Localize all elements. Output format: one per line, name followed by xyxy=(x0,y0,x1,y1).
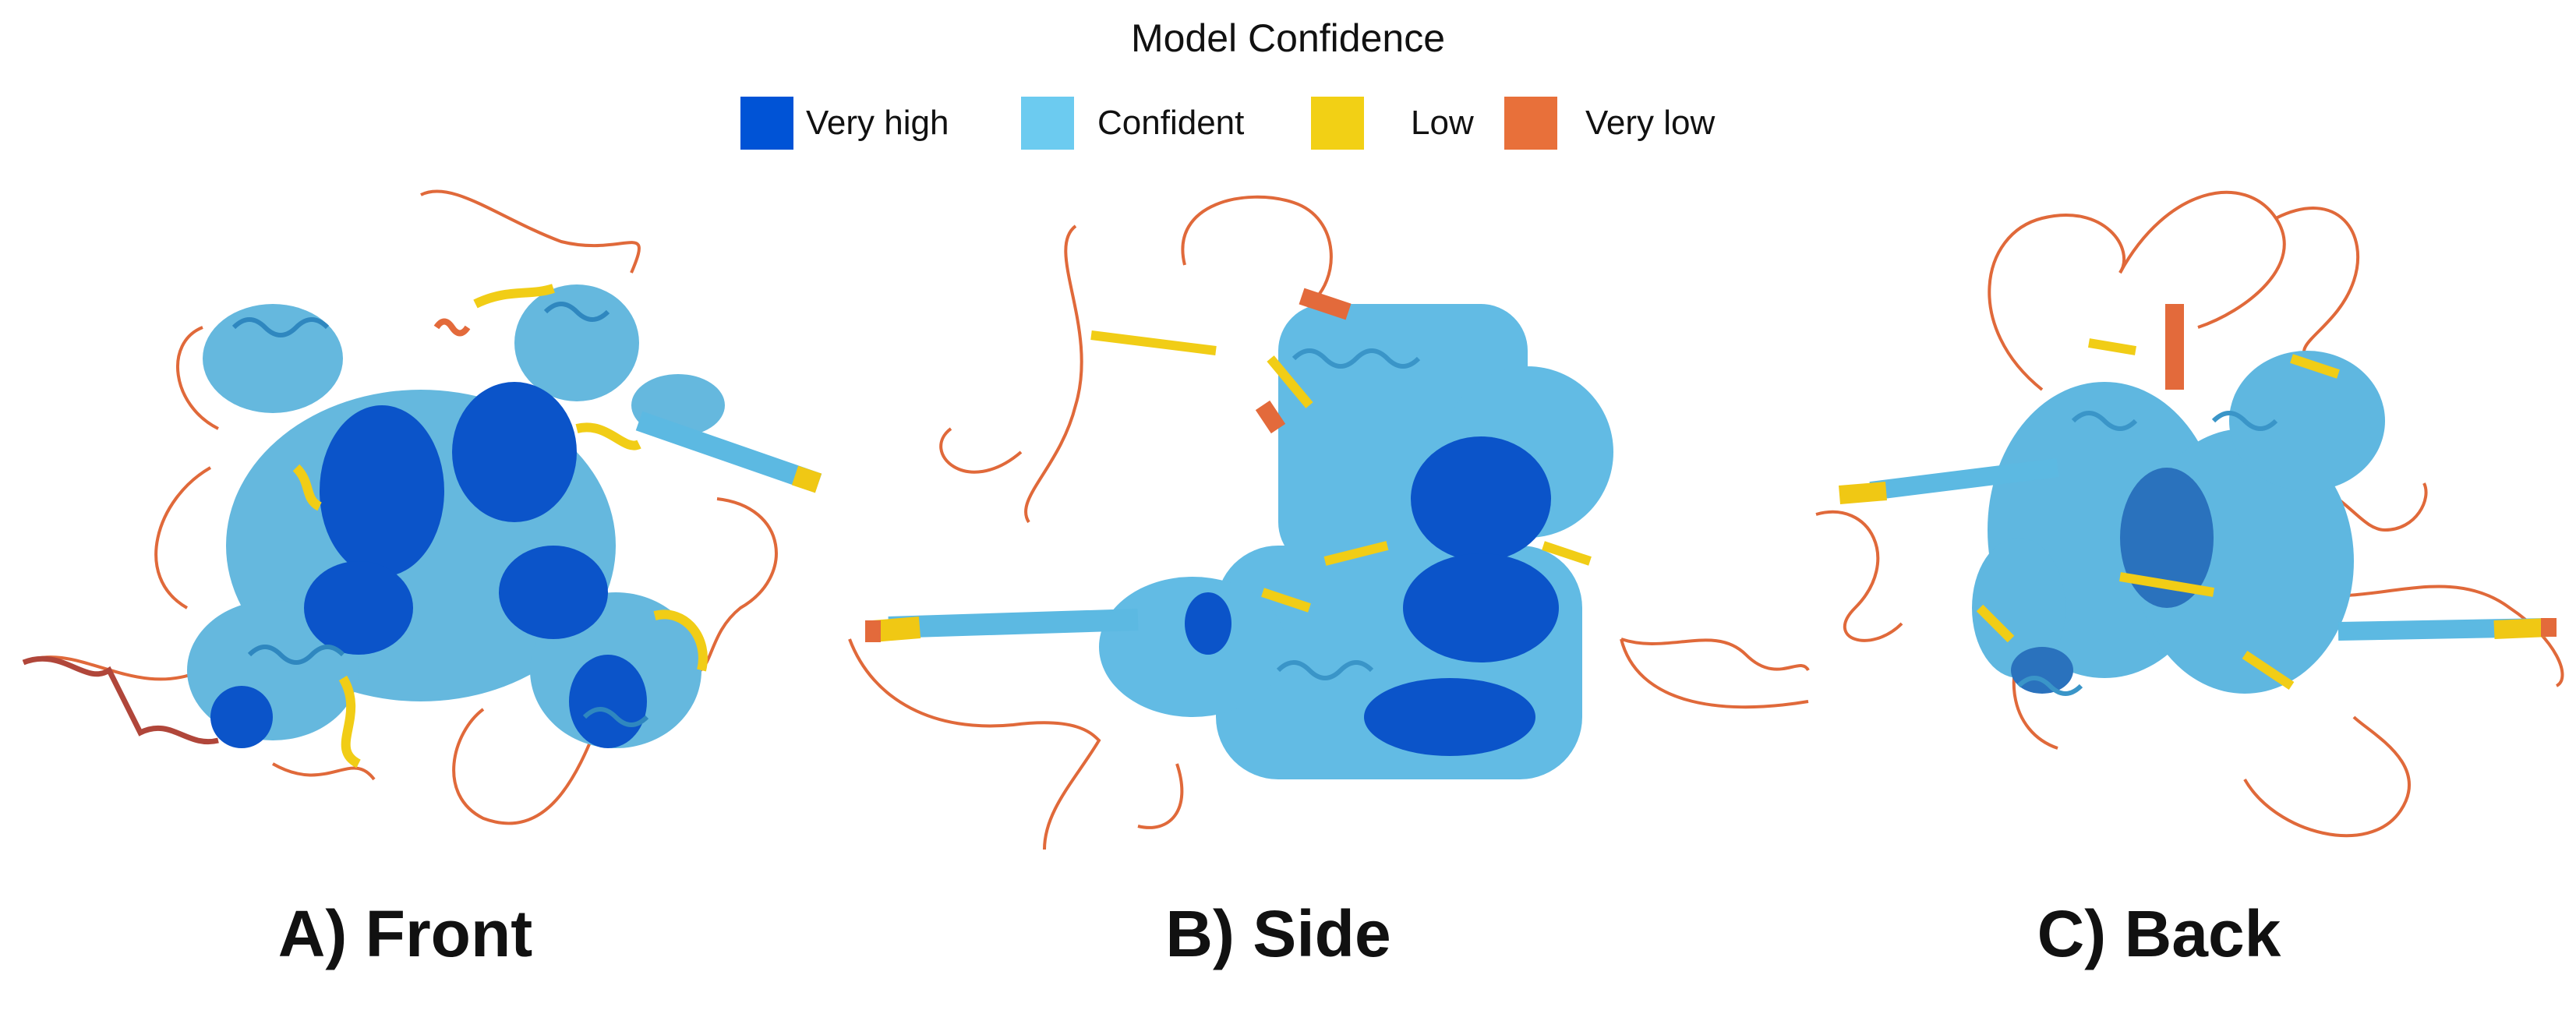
legend-title: Model Confidence xyxy=(1130,16,1446,60)
structure-image-side xyxy=(842,171,1816,873)
legend-item-low: Low xyxy=(1311,97,1474,150)
structure-image-front xyxy=(16,171,834,873)
legend-item-very-low: Very low xyxy=(1504,97,1715,150)
legend-label-confident: Confident xyxy=(1097,104,1245,142)
panel-caption-back: C) Back xyxy=(2037,897,2281,970)
legend-swatch-very-high xyxy=(740,97,793,150)
legend-item-confident: Confident xyxy=(1021,97,1244,150)
legend-label-very-low: Very low xyxy=(1585,104,1716,142)
legend-label-very-high: Very high xyxy=(806,104,949,142)
legend-swatch-confident xyxy=(1021,97,1074,150)
legend-swatch-low xyxy=(1311,97,1364,150)
panel-caption-side: B) Side xyxy=(1165,897,1391,970)
panel-caption-front: A) Front xyxy=(277,897,533,970)
structure-image-back xyxy=(1808,171,2576,873)
legend-item-very-high: Very high xyxy=(740,97,949,150)
legend-swatch-very-low xyxy=(1504,97,1557,150)
legend-label-low: Low xyxy=(1411,104,1474,142)
